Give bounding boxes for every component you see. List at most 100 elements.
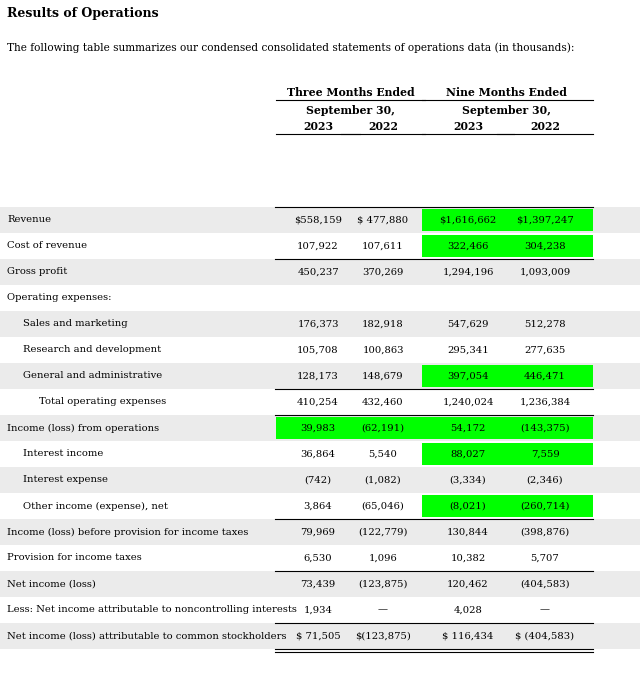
Bar [497,443,593,465]
Text: (398,876): (398,876) [520,528,570,537]
Text: September 30,: September 30, [306,104,395,115]
Text: 370,269: 370,269 [362,268,404,276]
Text: 295,341: 295,341 [447,346,489,355]
Text: $1,616,662: $1,616,662 [440,216,497,224]
Text: 54,172: 54,172 [451,423,486,433]
Text: 100,863: 100,863 [362,346,404,355]
Text: 39,983: 39,983 [300,423,335,433]
Text: $(123,875): $(123,875) [355,632,411,640]
Bar [422,443,514,465]
Bar [497,365,593,387]
Bar [422,417,514,439]
Text: 176,373: 176,373 [297,319,339,328]
Bar [497,235,593,257]
Text: (1,082): (1,082) [365,475,401,485]
Bar [0,363,640,389]
Bar [0,623,640,649]
Text: 410,254: 410,254 [297,398,339,406]
Text: The following table summarizes our condensed consolidated statements of operatio: The following table summarizes our conde… [7,42,575,53]
Bar [0,311,640,337]
Text: —: — [378,605,388,615]
Text: (8,021): (8,021) [450,501,486,510]
Text: 512,278: 512,278 [524,319,566,328]
Text: 450,237: 450,237 [297,268,339,276]
Text: 107,611: 107,611 [362,241,404,251]
Bar [422,235,514,257]
Text: 397,054: 397,054 [447,371,489,381]
Text: 2022: 2022 [368,121,398,133]
Text: Cost of revenue: Cost of revenue [7,241,87,251]
Text: 10,382: 10,382 [451,553,486,563]
Text: (123,875): (123,875) [358,580,408,588]
Bar [422,365,514,387]
Text: 277,635: 277,635 [524,346,566,355]
Text: Interest income: Interest income [23,450,104,458]
Bar [0,207,640,233]
Bar [422,495,514,517]
Text: Gross profit: Gross profit [7,268,67,276]
Text: 148,679: 148,679 [362,371,404,381]
Text: (3,334): (3,334) [450,475,486,485]
Text: 73,439: 73,439 [300,580,335,588]
Bar [0,415,640,441]
Text: Results of Operations: Results of Operations [7,7,159,20]
Text: September 30,: September 30, [462,104,551,115]
Text: 130,844: 130,844 [447,528,489,537]
Text: Operating expenses:: Operating expenses: [7,293,111,303]
Text: 36,864: 36,864 [301,450,335,458]
Text: 1,240,024: 1,240,024 [442,398,493,406]
Text: (62,191): (62,191) [362,423,404,433]
Text: (65,046): (65,046) [362,501,404,510]
Text: $ 71,505: $ 71,505 [296,632,340,640]
Bar [0,519,640,545]
Text: (260,714): (260,714) [520,501,570,510]
Bar [0,467,640,493]
Text: Less: Net income attributable to noncontrolling interests: Less: Net income attributable to noncont… [7,605,297,615]
Text: 88,027: 88,027 [451,450,486,458]
Text: —: — [540,605,550,615]
Bar [276,417,360,439]
Text: Income (loss) from operations: Income (loss) from operations [7,423,159,433]
Bar [497,495,593,517]
Text: $558,159: $558,159 [294,216,342,224]
Text: 304,238: 304,238 [524,241,566,251]
Text: 2023: 2023 [303,121,333,133]
Text: 128,173: 128,173 [297,371,339,381]
Text: 2022: 2022 [530,121,560,133]
Bar [0,571,640,597]
Text: $1,397,247: $1,397,247 [516,216,574,224]
Text: 7,559: 7,559 [531,450,559,458]
Text: $ (404,583): $ (404,583) [515,632,575,640]
Text: Research and development: Research and development [23,346,161,355]
Text: Nine Months Ended: Nine Months Ended [446,88,567,98]
Text: 432,460: 432,460 [362,398,404,406]
Text: Other income (expense), net: Other income (expense), net [23,501,168,511]
Text: Income (loss) before provision for income taxes: Income (loss) before provision for incom… [7,528,248,537]
Text: Provision for income taxes: Provision for income taxes [7,553,141,563]
Text: 79,969: 79,969 [301,528,335,537]
Text: $ 116,434: $ 116,434 [442,632,493,640]
Bar [0,259,640,285]
Text: 182,918: 182,918 [362,319,404,328]
Text: 107,922: 107,922 [297,241,339,251]
Text: 446,471: 446,471 [524,371,566,381]
Bar [341,417,425,439]
Text: Three Months Ended: Three Months Ended [287,88,414,98]
Text: (404,583): (404,583) [520,580,570,588]
Text: 322,466: 322,466 [447,241,489,251]
Text: 105,708: 105,708 [297,346,339,355]
Bar [422,209,514,231]
Text: 2023: 2023 [453,121,483,133]
Bar [497,209,593,231]
Text: Sales and marketing: Sales and marketing [23,319,127,328]
Text: 1,934: 1,934 [303,605,333,615]
Text: Net income (loss): Net income (loss) [7,580,96,588]
Text: (122,779): (122,779) [358,528,408,537]
Text: 1,096: 1,096 [369,553,397,563]
Text: (2,346): (2,346) [527,475,563,485]
Text: (742): (742) [305,475,332,485]
Text: 120,462: 120,462 [447,580,489,588]
Bar [497,417,593,439]
Text: Interest expense: Interest expense [23,475,108,485]
Text: $ 477,880: $ 477,880 [357,216,408,224]
